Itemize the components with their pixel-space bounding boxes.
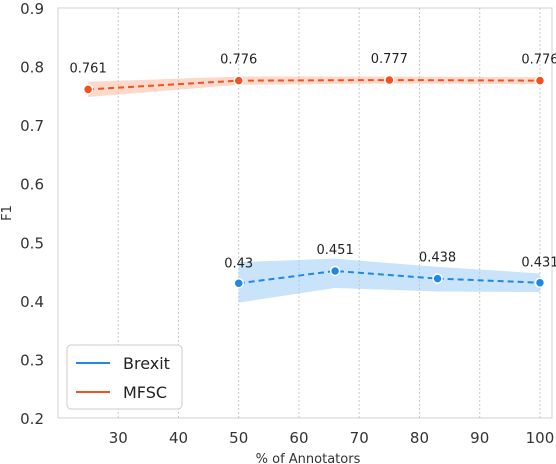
x-tick-label: 40: [169, 429, 188, 447]
data-label-mfsc: 0.776: [521, 53, 556, 68]
y-tick-label: 0.8: [20, 59, 44, 77]
legend: Brexit MFSC: [66, 344, 183, 410]
x-tick-label: 60: [289, 429, 308, 447]
x-tick-label: 50: [229, 429, 248, 447]
data-point-mfsc: [384, 74, 395, 86]
x-tick-label: 90: [470, 429, 489, 447]
series-points: [82, 74, 546, 289]
y-tick-label: 0.3: [20, 351, 44, 369]
data-labels: 0.43 0.451 0.438 0.431 0.761 0.776 0.777 0.776: [70, 52, 556, 271]
x-tick-label: 70: [350, 429, 369, 447]
data-label-brexit: 0.451: [317, 243, 354, 258]
data-point-brexit: [432, 273, 443, 284]
data-label-brexit: 0.43: [224, 256, 253, 271]
x-tick-label: 30: [109, 429, 128, 447]
x-tick-label: 80: [410, 429, 429, 447]
data-label-mfsc: 0.777: [371, 52, 408, 67]
confidence-bands: [88, 76, 540, 303]
data-point-brexit: [233, 278, 244, 289]
legend-label-brexit: Brexit: [123, 354, 170, 373]
legend-label-mfsc: MFSC: [123, 383, 167, 402]
y-tick-label: 0.7: [20, 117, 44, 135]
y-tick-label: 0.4: [20, 293, 44, 311]
data-label-brexit: 0.431: [521, 256, 556, 271]
data-label-mfsc: 0.776: [220, 53, 257, 68]
x-tick-label: 100: [526, 429, 555, 447]
data-point-brexit: [329, 265, 341, 277]
series-line-brexit: [238, 269, 540, 285]
confidence-band-brexit: [238, 258, 540, 303]
data-point-mfsc: [82, 84, 94, 95]
y-axis-label: F1: [0, 205, 15, 221]
data-point-brexit: [534, 277, 546, 288]
x-axis-label: % of Annotators: [256, 452, 361, 464]
y-tick-label: 0.5: [20, 234, 44, 252]
data-label-brexit: 0.438: [419, 251, 456, 266]
y-tick-label: 0.9: [20, 0, 44, 18]
data-point-mfsc: [534, 75, 546, 86]
y-tick-labels: 0.2 0.3 0.4 0.5 0.6 0.7 0.8 0.9: [20, 0, 44, 428]
x-tick-labels: 30 40 50 60 70 80 90 100: [109, 429, 555, 447]
y-tick-label: 0.6: [20, 176, 44, 194]
series-lines: [88, 79, 540, 285]
confidence-band-mfsc: [88, 76, 540, 98]
series-line-mfsc: [88, 79, 540, 91]
y-tick-label: 0.2: [20, 410, 44, 428]
data-point-mfsc: [233, 75, 244, 86]
data-label-mfsc: 0.761: [70, 61, 107, 76]
